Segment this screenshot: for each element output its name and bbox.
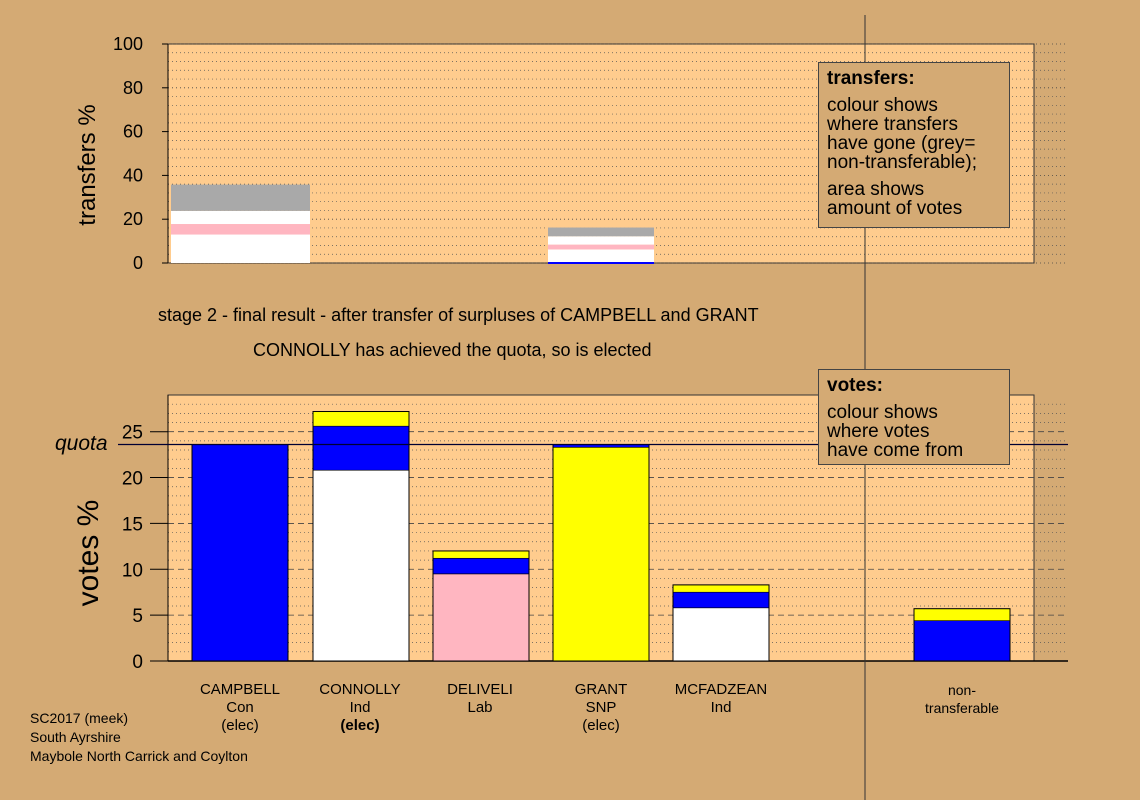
vote-bar-segment [312,469,410,662]
candidate-label-grant: GRANT SNP (elec) [531,681,671,735]
vote-bar-segment [913,620,1011,662]
stage-title: stage 2 - final result - after transfer … [158,305,759,325]
bottom-y-tick-label: 5 [132,606,143,627]
candidate-name: DELIVELI [447,681,513,698]
candidate-status: (elec) [582,717,620,734]
transfers-legend-line: have gone (grey= [827,133,976,154]
vote-bar-segment [432,573,530,662]
top-y-tick-label: 100 [113,34,143,54]
transfers-legend-title: transfers: [827,68,915,89]
candidate-party: SNP [585,699,617,716]
transfers-legend-line: area shows [827,179,925,200]
votes-legend-title: votes: [827,375,883,396]
vote-bar-segment [432,550,530,559]
candidate-status: (elec) [221,717,259,734]
top-transfer-segment [548,227,654,237]
quota-label: quota [55,432,108,455]
top-y-tick-label: 60 [123,122,143,142]
votes-legend-line: where votes [827,421,930,442]
vote-bar-segment [432,557,530,575]
top-y-tick-label: 80 [123,78,143,98]
vote-bar-segment [672,607,770,662]
candidate-label-deliveli: DELIVELI Lab [410,681,550,717]
bottom-y-tick-label: 25 [122,423,143,444]
votes-legend: votes: colour shows where votes have com… [818,369,1010,465]
bottom-y-tick-label: 10 [122,560,143,581]
top-y-tick-label: 20 [123,209,143,229]
top-transfer-segment [548,244,654,250]
transfers-legend: transfers: colour shows where transfers … [818,62,1010,228]
footer-line: Maybole North Carrick and Coylton [30,748,248,764]
top-transfer-segment [548,236,654,245]
transfers-legend-line: non-transferable); [827,152,977,173]
vote-bar-outline [913,608,1011,662]
top-transfer-segment [548,249,654,263]
bottom-y-tick-label: 20 [122,469,143,490]
candidate-label-mcfadzean: MCFADZEAN Ind [651,681,791,717]
vote-bar-segment [312,425,410,471]
top-y-axis-label: transfers % [74,104,101,226]
stage-subtitle: CONNOLLY has achieved the quota, so is e… [253,340,652,360]
candidate-name: GRANT [574,681,628,698]
candidate-party: Lab [467,699,493,716]
vote-bar-segment [672,591,770,609]
vote-bar-segment [672,584,770,593]
transfers-legend-line: where transfers [827,114,958,135]
candidate-party: Ind [710,699,732,716]
votes-legend-line: have come from [827,440,964,461]
candidate-name: CONNOLLY [319,681,401,698]
candidate-label-campbell: CAMPBELL Con (elec) [170,681,310,735]
candidate-party: transferable [925,700,999,716]
top-y-tick-label: 40 [123,165,143,185]
bottom-y-axis-label: votes % [72,499,105,607]
top-transfer-segment [171,234,310,263]
candidate-party: Ind [349,699,371,716]
vote-bar-outline [312,411,410,662]
vote-bar-segment [913,608,1011,621]
top-transfer-segment [171,210,310,225]
top-transfer-segment [171,184,310,211]
transfers-legend-line: colour shows [827,95,938,116]
vote-bar-segment [552,446,650,662]
candidate-name: CAMPBELL [199,681,281,698]
vote-bar-segment [191,444,289,662]
vote-bar-segment [312,411,410,427]
bottom-y-tick-label: 15 [122,514,143,535]
transfers-legend-line: amount of votes [827,198,963,219]
top-y-tick-label: 0 [133,253,143,273]
candidate-party: Con [226,699,254,716]
candidate-label-non-transferable: non- transferable [892,681,1032,717]
candidate-label-connolly: CONNOLLY Ind (elec) [290,681,430,735]
votes-legend-line: colour shows [827,402,938,423]
footer-line: SC2017 (meek) [30,710,129,726]
candidate-status: (elec) [340,717,380,734]
footer: SC2017 (meek) South Ayrshire Maybole Nor… [30,709,248,766]
candidate-name: non- [947,682,977,698]
bottom-y-tick-label: 0 [132,652,143,673]
candidate-name: MCFADZEAN [674,681,768,698]
top-transfer-segment [171,224,310,235]
footer-line: South Ayrshire [30,729,121,745]
vote-bar-outline [672,584,770,662]
vote-bar-outline [432,550,530,662]
